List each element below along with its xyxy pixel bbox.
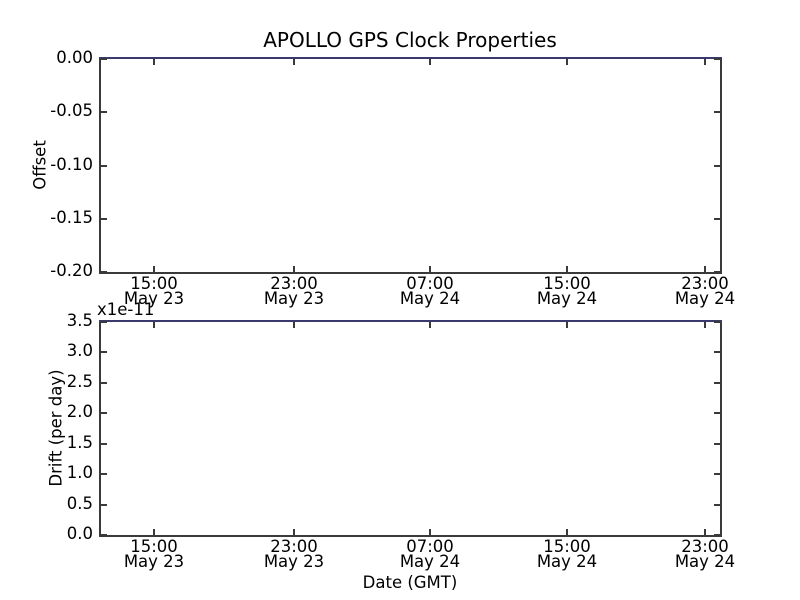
x-tick-label: 07:00 May 24 (399, 274, 461, 308)
x-tick-mark (293, 529, 295, 535)
x-tick-date: May 24 (674, 552, 736, 571)
x-tick-mark (293, 59, 295, 65)
y-tick-mark (714, 218, 720, 220)
y-tick-label: 3.5 (66, 311, 93, 330)
x-tick-time: 23:00 (270, 274, 318, 293)
x-tick-mark (566, 322, 568, 328)
chart-title: APOLLO GPS Clock Properties (263, 28, 557, 52)
drift-plot-area (99, 320, 722, 537)
y-tick-label: 2.5 (66, 372, 93, 391)
x-tick-mark (704, 322, 706, 328)
y-tick-mark (714, 58, 720, 60)
x-tick-date: May 24 (399, 552, 461, 571)
y-tick-label: 3.0 (66, 341, 93, 360)
y-tick-label: -0.15 (50, 208, 93, 227)
x-tick-time: 07:00 (406, 274, 454, 293)
x-tick-mark (704, 266, 706, 272)
x-tick-label: 23:00 May 23 (263, 274, 325, 308)
x-tick-label: 23:00 May 23 (263, 537, 325, 571)
y-tick-label: 1.0 (66, 463, 93, 482)
x-tick-mark (429, 529, 431, 535)
offset-series-line (99, 57, 722, 59)
y-tick-mark (101, 321, 107, 323)
y-tick-mark (714, 504, 720, 506)
x-tick-mark (293, 322, 295, 328)
y-tick-mark (101, 504, 107, 506)
y-tick-mark (714, 111, 720, 113)
y-tick-mark (714, 412, 720, 414)
x-tick-label: 15:00 May 23 (123, 537, 185, 571)
y-tick-mark (714, 271, 720, 273)
y-tick-mark (101, 534, 107, 536)
y-tick-mark (101, 351, 107, 353)
x-tick-time: 15:00 (130, 537, 178, 556)
y-tick-mark (101, 218, 107, 220)
y-tick-mark (714, 165, 720, 167)
x-tick-date: May 24 (536, 289, 598, 308)
y-tick-mark (714, 382, 720, 384)
x-tick-mark (429, 266, 431, 272)
x-tick-time: 23:00 (681, 537, 729, 556)
y-tick-label: -0.20 (50, 261, 93, 280)
y-tick-mark (101, 111, 107, 113)
y-tick-label: 1.5 (66, 433, 93, 452)
drift-series-line (99, 320, 722, 322)
x-tick-date: May 23 (263, 552, 325, 571)
x-tick-date: May 23 (123, 552, 185, 571)
y-tick-mark (714, 534, 720, 536)
x-tick-date: May 24 (399, 289, 461, 308)
x-tick-label: 23:00 May 24 (674, 537, 736, 571)
y-tick-mark (714, 473, 720, 475)
y-tick-label: 0.5 (66, 494, 93, 513)
x-tick-date: May 23 (263, 289, 325, 308)
x-tick-time: 15:00 (543, 537, 591, 556)
x-tick-mark (429, 322, 431, 328)
y-tick-label: 0.00 (56, 48, 93, 67)
x-tick-mark (566, 59, 568, 65)
x-tick-mark (566, 266, 568, 272)
y-tick-mark (101, 271, 107, 273)
y-tick-mark (101, 165, 107, 167)
x-tick-mark (293, 266, 295, 272)
x-tick-label: 07:00 May 24 (399, 537, 461, 571)
x-tick-time: 23:00 (681, 274, 729, 293)
x-tick-mark (153, 59, 155, 65)
y-tick-mark (101, 443, 107, 445)
x-tick-mark (566, 529, 568, 535)
y-tick-label: -0.05 (50, 101, 93, 120)
y-tick-mark (714, 321, 720, 323)
x-tick-mark (153, 266, 155, 272)
x-tick-label: 15:00 May 23 (123, 274, 185, 308)
x-tick-time: 07:00 (406, 537, 454, 556)
x-tick-mark (429, 59, 431, 65)
x-axis-label: Date (GMT) (362, 573, 458, 592)
y-tick-label: 0.0 (66, 524, 93, 543)
x-tick-label: 15:00 May 24 (536, 537, 598, 571)
y-tick-mark (714, 351, 720, 353)
y-tick-mark (101, 473, 107, 475)
x-tick-mark (153, 322, 155, 328)
x-tick-time: 15:00 (543, 274, 591, 293)
y-tick-label: -0.10 (50, 155, 93, 174)
y-tick-mark (101, 412, 107, 414)
x-tick-date: May 23 (123, 289, 185, 308)
x-tick-mark (153, 529, 155, 535)
x-tick-time: 23:00 (270, 537, 318, 556)
y-tick-mark (101, 382, 107, 384)
y-tick-mark (714, 443, 720, 445)
x-tick-date: May 24 (674, 289, 736, 308)
y-axis-scale-multiplier-label: x1e-11 (97, 300, 155, 319)
x-tick-label: 15:00 May 24 (536, 274, 598, 308)
offset-plot-area (99, 57, 722, 274)
x-tick-mark (704, 59, 706, 65)
x-tick-mark (704, 529, 706, 535)
y-tick-label: 2.0 (66, 402, 93, 421)
x-tick-time: 15:00 (130, 274, 178, 293)
x-tick-date: May 24 (536, 552, 598, 571)
y-tick-mark (101, 58, 107, 60)
x-tick-label: 23:00 May 24 (674, 274, 736, 308)
